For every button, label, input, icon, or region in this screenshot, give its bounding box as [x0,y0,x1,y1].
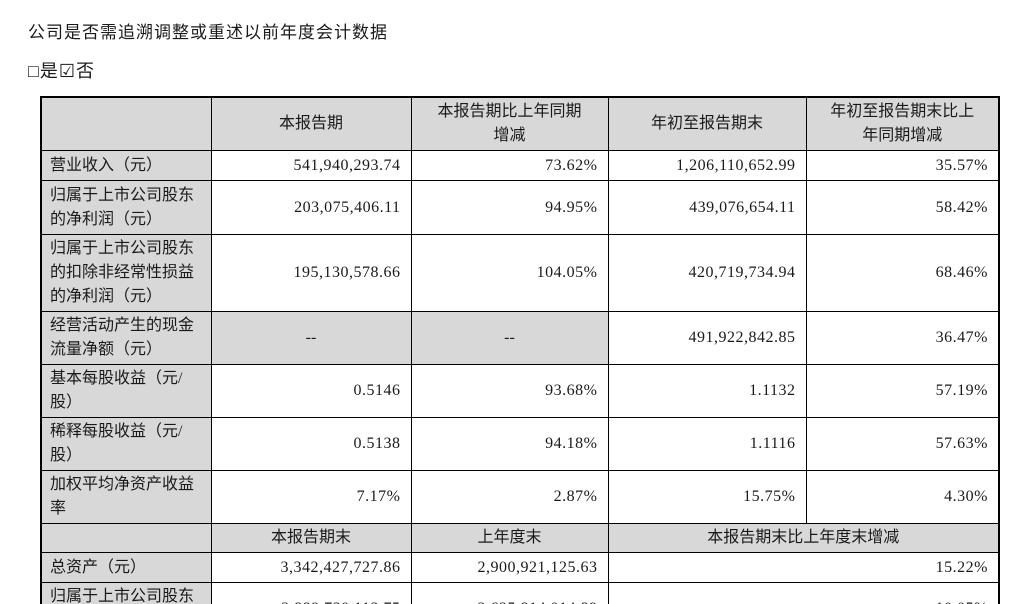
row-label: 加权平均净资产收益率 [40,470,212,524]
cell-value: 420,719,734.94 [607,234,807,312]
row-label: 经营活动产生的现金流量净额（元） [40,311,212,365]
cell-value: 2.87% [410,470,609,524]
row-label: 稀释每股收益（元/股） [40,417,212,471]
cell-value: 10.05% [607,582,1000,604]
row-label: 总资产（元） [40,552,212,583]
table-header-row-period-end: 本报告期末 上年度末 本报告期末比上年度末增减 [40,523,1000,553]
cell-value: 4.30% [805,470,1000,524]
cell-value: 94.95% [410,180,609,235]
table-row: 归属于上市公司股东的扣除非经常性损益的净利润（元） 195,130,578.66… [40,234,1000,312]
table-row: 总资产（元） 3,342,427,727.86 2,900,921,125.63… [40,552,1000,583]
cell-value: 104.05% [410,234,609,312]
checkbox-yes-label: 是 [39,61,59,81]
corner-cell [40,96,212,151]
cell-value: 36.47% [805,311,1000,365]
checkbox-yes-unchecked-icon: □ [28,61,40,81]
cell-value: 57.19% [805,364,1000,418]
key-accounting-data-table: 本报告期 本报告期比上年同期增减 年初至报告期末 年初至报告期末比上年同期增减 … [40,96,1000,604]
cell-value: 0.5138 [210,417,412,471]
header-year-to-date: 年初至报告期末 [607,96,807,151]
cell-value: 93.68% [410,364,609,418]
cell-value: 58.42% [805,180,1000,235]
row-label: 归属于上市公司股东的扣除非经常性损益的净利润（元） [40,234,212,312]
cell-value: 57.63% [805,417,1000,471]
cell-value: 541,940,293.74 [210,150,412,181]
cell-value: 35.57% [805,150,1000,181]
cell-value: 1.1132 [607,364,807,418]
table-row: 归属于上市公司股东的所有者权益（元） 2,889,730,113.75 2,62… [40,582,1000,604]
cell-value: 2,900,921,125.63 [410,552,609,583]
cell-value: 15.22% [607,552,1000,583]
table-row: 经营活动产生的现金流量净额（元） -- -- 491,922,842.85 36… [40,311,1000,365]
checkbox-no-label: 否 [76,61,96,81]
cell-value: 1,206,110,652.99 [607,150,807,181]
restatement-answer: □是☑否 [28,57,998,83]
table-row: 归属于上市公司股东的净利润（元） 203,075,406.11 94.95% 4… [40,180,1000,235]
header-current-period: 本报告期 [210,96,412,151]
cell-value: 2,625,814,014.89 [410,582,609,604]
row-label: 基本每股收益（元/股） [40,364,212,418]
cell-value: 195,130,578.66 [210,234,412,312]
cell-value: 439,076,654.11 [607,180,807,235]
table-row: 加权平均净资产收益率 7.17% 2.87% 15.75% 4.30% [40,470,1000,524]
cell-value: 491,922,842.85 [607,311,807,365]
checkbox-no-checked-icon: ☑ [58,61,77,81]
header-change-vs-last-year-end: 本报告期末比上年度末增减 [607,523,1000,553]
header-end-of-last-year: 上年度末 [410,523,609,553]
cell-value: 15.75% [607,470,807,524]
header-end-of-period: 本报告期末 [210,523,412,553]
cell-value: 1.1116 [607,417,807,471]
table-header-row-period: 本报告期 本报告期比上年同期增减 年初至报告期末 年初至报告期末比上年同期增减 [40,96,1000,151]
cell-value: 3,342,427,727.86 [210,552,412,583]
restatement-question: 公司是否需追溯调整或重述以前年度会计数据 [28,23,388,42]
row-label: 归属于上市公司股东的所有者权益（元） [40,582,212,604]
table-row: 营业收入（元） 541,940,293.74 73.62% 1,206,110,… [40,150,1000,181]
corner-cell [40,523,212,553]
cell-value-na: -- [210,311,412,365]
table-row: 稀释每股收益（元/股） 0.5138 94.18% 1.1116 57.63% [40,417,1000,471]
row-label: 营业收入（元） [40,150,212,181]
cell-value: 7.17% [210,470,412,524]
header-current-period-yoy-change: 本报告期比上年同期增减 [410,96,609,151]
cell-value: 2,889,730,113.75 [210,582,412,604]
cell-value: 0.5146 [210,364,412,418]
cell-value-na: -- [410,311,609,365]
cell-value: 68.46% [805,234,1000,312]
cell-value: 73.62% [410,150,609,181]
cell-value: 94.18% [410,417,609,471]
table-row: 基本每股收益（元/股） 0.5146 93.68% 1.1132 57.19% [40,364,1000,418]
cell-value: 203,075,406.11 [210,180,412,235]
header-year-to-date-yoy-change: 年初至报告期末比上年同期增减 [805,96,1000,151]
row-label: 归属于上市公司股东的净利润（元） [40,180,212,235]
